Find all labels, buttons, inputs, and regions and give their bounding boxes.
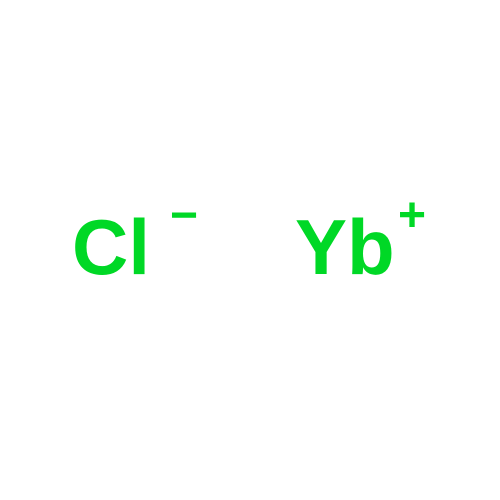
chloride-charge: − [170,192,198,240]
ytterbium-charge: + [398,192,426,240]
ytterbium-atom: Yb [295,208,395,286]
chemical-diagram: Cl − Yb + [0,0,500,500]
chloride-atom: Cl [72,208,150,286]
